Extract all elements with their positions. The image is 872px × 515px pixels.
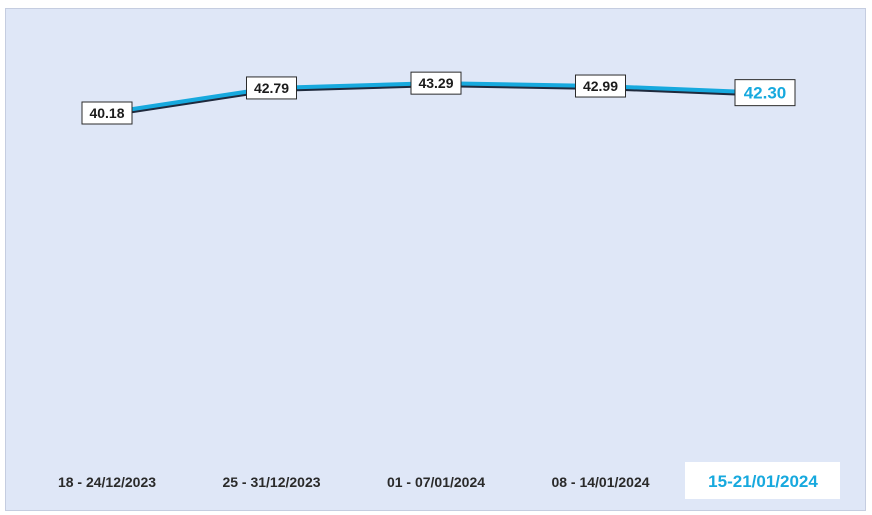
x-tick-label: 18 - 24/12/2023 bbox=[58, 474, 156, 490]
data-label: 40.18 bbox=[89, 105, 124, 121]
x-tick-label: 01 - 07/01/2024 bbox=[387, 474, 485, 490]
x-tick-label: 15-21/01/2024 bbox=[708, 472, 818, 491]
data-label-box bbox=[81, 101, 133, 125]
data-label-box bbox=[410, 71, 462, 95]
highlighted-category-box bbox=[685, 462, 840, 499]
data-label: 42.79 bbox=[254, 80, 289, 96]
x-tick-label: 25 - 31/12/2023 bbox=[222, 474, 320, 490]
data-label-box bbox=[734, 79, 796, 107]
data-label-box bbox=[575, 74, 626, 98]
x-tick-label: 08 - 14/01/2024 bbox=[551, 474, 649, 490]
weekly-line-chart: 40.18 42.79 43.29 42.99 42.30 18 - 24/12/202… bbox=[58, 71, 840, 499]
data-label: 43.29 bbox=[418, 75, 453, 91]
data-label: 42.30 bbox=[744, 84, 787, 103]
data-label-box bbox=[246, 76, 297, 100]
chart-panel: 40.18 42.79 43.29 42.99 42.30 18 - 24/12/202… bbox=[5, 8, 866, 511]
data-label: 42.99 bbox=[583, 78, 618, 94]
